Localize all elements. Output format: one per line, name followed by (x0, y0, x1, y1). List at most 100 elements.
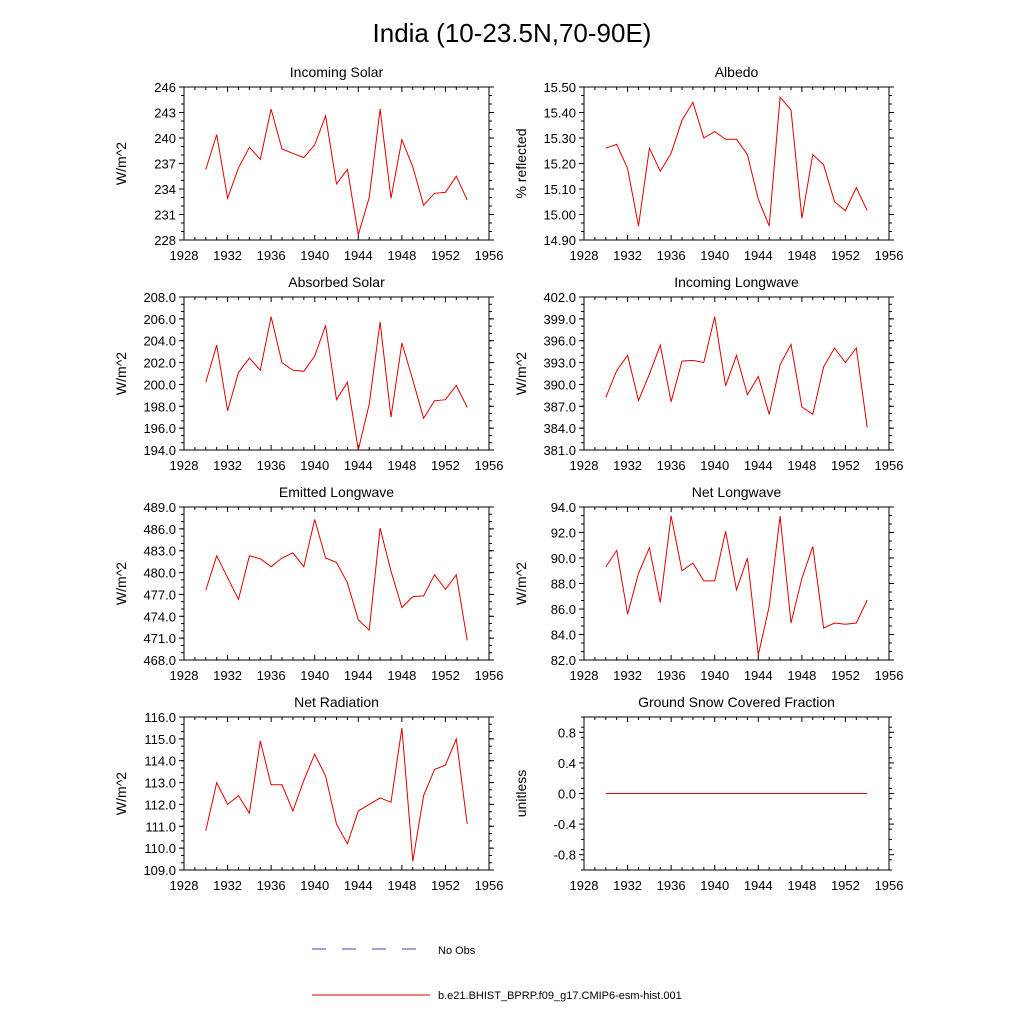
x-tick-label: 1928 (570, 878, 599, 893)
y-axis-label: W/m^2 (513, 562, 529, 605)
x-tick-label: 1952 (831, 248, 860, 263)
x-tick-label: 1944 (744, 668, 773, 683)
x-tick-label: 1932 (213, 878, 242, 893)
y-tick-label: 243 (154, 106, 176, 121)
x-tick-label: 1928 (170, 458, 199, 473)
y-tick-label: 202.0 (143, 356, 176, 371)
y-tick-label: 0.4 (558, 756, 576, 771)
y-tick-label: 92.0 (551, 526, 576, 541)
x-tick-label: 1956 (875, 248, 904, 263)
x-tick-label: 1936 (257, 668, 286, 683)
series-line-absorbed-solar (205, 316, 468, 451)
panel-title: Net Radiation (294, 694, 379, 710)
plot-frame (183, 506, 490, 661)
x-tick-label: 1936 (257, 878, 286, 893)
y-tick-label: 116.0 (144, 710, 176, 725)
series-line-incoming-solar (205, 108, 468, 236)
x-tick-label: 1948 (787, 878, 816, 893)
y-tick-label: 198.0 (143, 399, 176, 414)
x-tick-label: 1944 (344, 248, 373, 263)
y-tick-label: 468.0 (143, 653, 176, 668)
x-tick-label: 1932 (613, 458, 642, 473)
legend: No Obs b.e21.BHIST_BPRP.f09_g17.CMIP6-es… (312, 945, 682, 1002)
y-tick-label: 114.0 (144, 754, 176, 769)
x-tick-label: 1940 (300, 668, 329, 683)
legend-entry-model: b.e21.BHIST_BPRP.f09_g17.CMIP6-esm-hist.… (312, 990, 682, 1002)
x-tick-label: 1940 (300, 458, 329, 473)
y-tick-label: 86.0 (551, 602, 576, 617)
plot-frame (183, 716, 490, 871)
y-tick-label: 471.0 (143, 631, 176, 646)
figure-title: India (10-23.5N,70-90E) (373, 18, 652, 48)
y-tick-label: 204.0 (143, 334, 176, 349)
x-tick-label: 1940 (700, 878, 729, 893)
x-tick-label: 1956 (475, 458, 504, 473)
x-tick-label: 1928 (170, 878, 199, 893)
x-tick-label: 1928 (570, 668, 599, 683)
panel-incoming-longwave: Incoming Longwave W/m^2 1928 1932 1936 1940 19… (513, 274, 903, 473)
y-tick-label: 390.0 (543, 377, 576, 392)
x-tick-label: 1932 (213, 458, 242, 473)
y-tick-label: 94.0 (551, 500, 576, 515)
x-tick-label: 1944 (344, 458, 373, 473)
series-line-net-longwave (605, 515, 868, 656)
plot-frame (583, 716, 890, 871)
panel-title: Absorbed Solar (288, 274, 385, 290)
y-tick-label: 90.0 (551, 551, 576, 566)
x-tick-label: 1928 (570, 458, 599, 473)
x-tick-label: 1928 (170, 248, 199, 263)
series-line-emitted-longwave (205, 519, 468, 641)
y-tick-label: 396.0 (543, 334, 576, 349)
y-tick-label: 486.0 (143, 522, 176, 537)
x-tick-label: 1952 (831, 458, 860, 473)
y-tick-label: 381.0 (543, 443, 576, 458)
y-tick-label: 15.30 (543, 131, 576, 146)
x-tick-label: 1944 (344, 668, 373, 683)
y-tick-label: 234 (154, 182, 176, 197)
y-tick-label: -0.4 (554, 817, 576, 832)
y-tick-label: 384.0 (543, 421, 576, 436)
x-tick-label: 1932 (213, 668, 242, 683)
y-tick-label: 246 (154, 80, 176, 95)
y-tick-label: 196.0 (143, 421, 176, 436)
x-tick-label: 1952 (431, 878, 460, 893)
y-tick-label: 231 (154, 208, 176, 223)
x-tick-label: 1956 (475, 668, 504, 683)
plot-frame (183, 296, 490, 451)
y-tick-label: 402.0 (543, 290, 576, 305)
y-tick-label: 15.00 (543, 208, 576, 223)
x-tick-label: 1948 (387, 878, 416, 893)
x-tick-label: 1944 (344, 878, 373, 893)
y-axis-label: W/m^2 (113, 142, 129, 185)
x-tick-label: 1936 (657, 878, 686, 893)
x-tick-label: 1948 (387, 668, 416, 683)
y-tick-label: 113.0 (144, 776, 176, 791)
x-tick-label: 1952 (431, 248, 460, 263)
x-tick-label: 1956 (475, 878, 504, 893)
panel-title: Ground Snow Covered Fraction (638, 694, 835, 710)
y-tick-label: 194.0 (143, 443, 176, 458)
y-tick-label: 489.0 (143, 500, 176, 515)
x-tick-label: 1944 (744, 878, 773, 893)
y-tick-label: 15.50 (543, 80, 576, 95)
panel-title: Incoming Longwave (674, 274, 799, 290)
y-axis-label: W/m^2 (113, 352, 129, 395)
y-tick-label: 110.0 (144, 841, 176, 856)
y-tick-label: 109.0 (143, 863, 176, 878)
x-tick-label: 1940 (300, 878, 329, 893)
y-tick-label: 206.0 (143, 312, 176, 327)
x-tick-label: 1932 (613, 878, 642, 893)
x-tick-label: 1956 (875, 668, 904, 683)
x-tick-label: 1928 (170, 668, 199, 683)
y-tick-label: 393.0 (543, 356, 576, 371)
x-tick-label: 1956 (475, 248, 504, 263)
y-tick-label: 480.0 (143, 566, 176, 581)
legend-label-no-obs: No Obs (438, 945, 476, 957)
panel-title: Emitted Longwave (279, 484, 394, 500)
x-tick-label: 1952 (831, 878, 860, 893)
y-tick-label: 15.10 (543, 182, 576, 197)
y-axis-label: W/m^2 (113, 772, 129, 815)
y-tick-label: 0.8 (558, 725, 576, 740)
y-tick-label: 228 (154, 233, 176, 248)
panel-albedo: Albedo % reflected 1928 1932 1936 1940 1944 194… (513, 64, 903, 263)
